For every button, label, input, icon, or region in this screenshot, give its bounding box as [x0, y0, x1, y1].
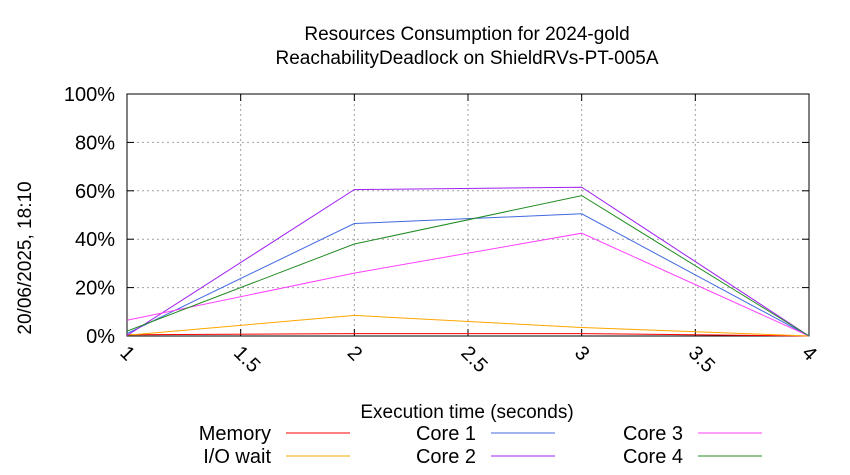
series-line-core-1 — [126, 213, 810, 337]
x-tick-label: 1 — [115, 342, 138, 365]
x-tick-label: 2.5 — [456, 342, 491, 377]
x-tick-label: 2 — [343, 342, 366, 365]
y-axis: 0% 20% 40% 60% 80% 100% — [64, 84, 809, 348]
x-axis-label: Execution time (seconds) — [360, 402, 573, 423]
legend-label-core-1: Core 1 — [416, 423, 476, 445]
plot-lines — [126, 186, 810, 337]
y-tick-label: 20% — [75, 278, 115, 300]
series-line-core-4 — [126, 195, 810, 337]
y-tick-label: 80% — [75, 132, 115, 154]
legend-label-core-4: Core 4 — [623, 446, 683, 468]
chart-title-line-1: Resources Consumption for 2024-gold — [304, 24, 629, 45]
grid — [127, 94, 809, 336]
legend-label-core-3: Core 3 — [623, 423, 683, 445]
y-tick-label: 100% — [64, 84, 115, 106]
x-tick-label: 4 — [797, 342, 820, 365]
y-tick-label: 40% — [75, 229, 115, 251]
chart-title-line-2: ReachabilityDeadlock on ShieldRVs-PT-005… — [275, 48, 658, 69]
x-tick-label: 3 — [570, 342, 593, 365]
series-line-core-3 — [126, 232, 810, 337]
x-tick-label: 3.5 — [684, 342, 719, 377]
legend-label-i-o-wait: I/O wait — [203, 446, 271, 468]
series-line-memory — [126, 333, 810, 337]
legend-label-core-2: Core 2 — [416, 446, 476, 468]
x-tick-label: 1.5 — [229, 342, 264, 377]
y-tick-label: 0% — [86, 326, 115, 348]
series-line-core-2 — [126, 186, 810, 337]
legend-label-memory: Memory — [199, 423, 271, 445]
series-line-i-o-wait — [126, 314, 810, 337]
timestamp-label: 20/06/2025, 18:10 — [15, 181, 36, 334]
y-tick-label: 60% — [75, 181, 115, 203]
